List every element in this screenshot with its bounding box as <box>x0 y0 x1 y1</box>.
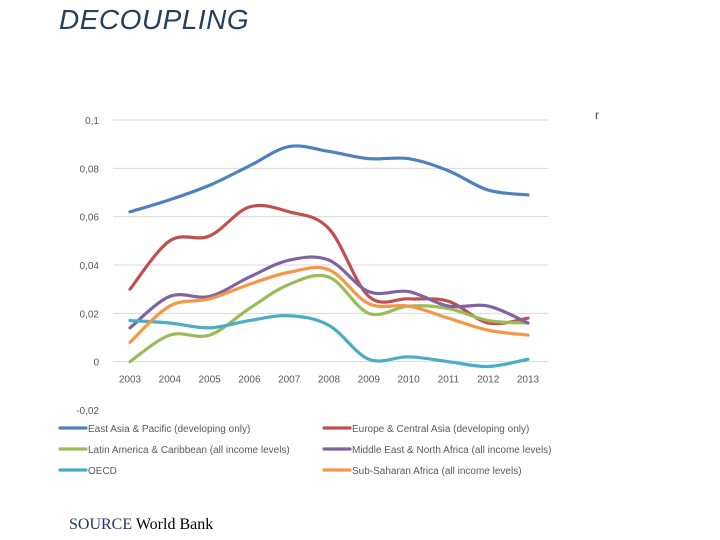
y-tick-label: 0,04 <box>80 261 100 272</box>
source-label: SOURCE <box>69 516 133 533</box>
x-tick-label: 2012 <box>477 375 500 386</box>
y-tick-label: 0,08 <box>80 164 100 175</box>
legend-entry: Sub-Saharan Africa (all income levels) <box>352 466 522 477</box>
x-tick-label: 2011 <box>438 375 460 386</box>
series-lines <box>128 144 530 369</box>
x-tick-label: 2009 <box>358 375 381 386</box>
y-tick-label: 0 <box>93 358 99 369</box>
x-tick-label: 2013 <box>517 375 540 386</box>
y-tick-label: 0,1 <box>85 116 99 127</box>
legend-entry: East Asia & Pacific (developing only) <box>88 424 250 435</box>
y-tick-label: 0,06 <box>80 213 100 224</box>
legend-entry: Europe & Central Asia (developing only) <box>352 424 529 435</box>
series-line-0 <box>128 144 530 214</box>
y-axis-ticks: -0,02 0 0,02 0,04 0,06 0,08 0,1 <box>76 116 99 417</box>
chart-legend: East Asia & Pacific (developing only) Eur… <box>58 424 552 477</box>
source-caption: SOURCE World Bank <box>69 516 213 534</box>
stray-mark: r <box>595 108 599 122</box>
y-tick-label: -0,02 <box>76 406 99 417</box>
series-line-2 <box>128 273 530 364</box>
legend-entry: Middle East & North Africa (all income l… <box>352 445 552 456</box>
grid-lines <box>113 119 548 363</box>
slide-title: DECOUPLING <box>59 4 250 35</box>
x-tick-label: 2008 <box>318 375 341 386</box>
x-tick-label: 2007 <box>278 375 301 386</box>
x-tick-label: 2004 <box>159 375 182 386</box>
x-tick-label: 2006 <box>238 375 261 386</box>
source-text: World Bank <box>135 516 214 533</box>
x-tick-label: 2005 <box>198 375 221 386</box>
legend-entry: OECD <box>88 466 117 477</box>
series-line-5 <box>128 266 530 344</box>
x-tick-label: 2003 <box>119 375 142 386</box>
y-tick-label: 0,02 <box>80 309 100 320</box>
x-axis-ticks: 2003 2004 2005 2006 2007 2008 2009 2010 2011 2012… <box>119 375 540 386</box>
legend-entry: Latin America & Caribbean (all income le… <box>88 445 290 456</box>
series-line-3 <box>128 255 530 330</box>
x-tick-label: 2010 <box>397 375 420 386</box>
series-line-4 <box>128 314 530 369</box>
